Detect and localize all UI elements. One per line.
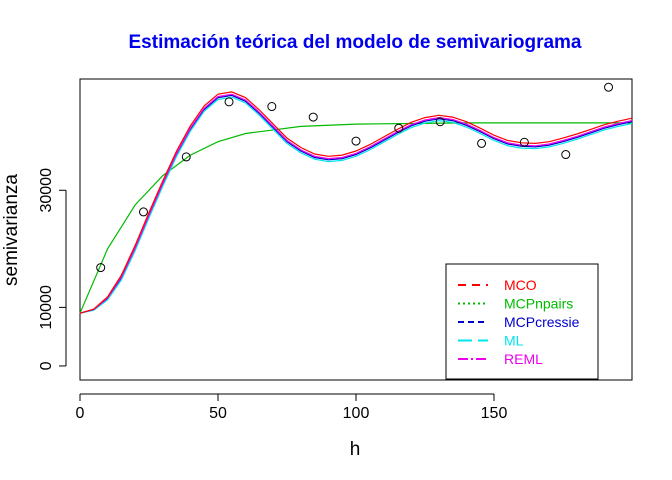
- x-axis-label: h: [350, 439, 361, 460]
- y-tick-label: 0: [38, 361, 55, 370]
- curve-ml: [79, 96, 633, 314]
- data-point: [477, 138, 487, 148]
- y-tick-label: 30000: [38, 168, 55, 213]
- model-curves: [79, 91, 633, 314]
- plot-frame: [79, 78, 633, 381]
- data-point: [181, 152, 191, 162]
- data-point: [351, 136, 361, 146]
- x-tick-label: 150: [481, 405, 508, 422]
- chart-title: Estimación teórica del modelo de semivar…: [129, 32, 582, 53]
- legend-label-ml: ML: [504, 333, 524, 349]
- data-point: [519, 137, 529, 147]
- curve-reml: [79, 93, 633, 314]
- y-axis-label: semivarianza: [1, 174, 22, 286]
- legend-label-reml: REML: [504, 351, 543, 367]
- data-point: [138, 207, 148, 217]
- data-point: [308, 112, 318, 122]
- data-point: [561, 150, 571, 160]
- data-point: [604, 82, 614, 92]
- empirical-points: [96, 82, 614, 273]
- legend-label-mcpcressie: MCPcressie: [504, 314, 580, 330]
- data-point: [267, 102, 277, 112]
- data-point: [435, 117, 445, 127]
- y-tick-label: 10000: [38, 285, 55, 330]
- x-tick-label: 100: [343, 405, 370, 422]
- legend: MCO MCPnpairs MCPcressie ML REML: [445, 263, 599, 380]
- curve-mco: [79, 91, 633, 314]
- data-point: [96, 263, 106, 273]
- x-tick-label: 0: [76, 405, 85, 422]
- axes: 0 50 100 150 0 10000 30000: [38, 168, 507, 422]
- legend-label-mco: MCO: [504, 277, 537, 293]
- legend-label-mcpnpairs: MCPnpairs: [504, 296, 573, 312]
- data-point: [394, 123, 404, 133]
- data-point: [224, 97, 234, 107]
- x-tick-label: 50: [209, 405, 227, 422]
